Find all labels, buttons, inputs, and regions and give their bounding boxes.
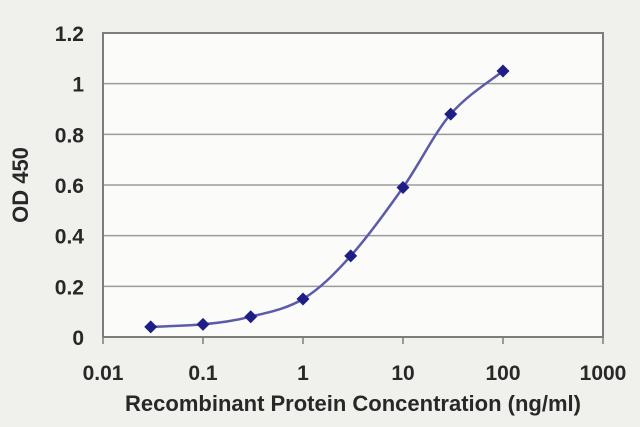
y-tick-label: 0.2 <box>55 276 84 299</box>
data-point-marker <box>296 292 310 306</box>
y-tick-label: 1 <box>72 74 84 97</box>
x-tick-label: 0.1 <box>188 362 218 385</box>
y-tick-label: 0 <box>72 327 84 350</box>
data-point-marker <box>396 181 410 195</box>
x-tick-label: 1 <box>297 362 309 385</box>
y-tick-label: 0.6 <box>55 175 84 198</box>
x-tick-label: 0.01 <box>83 362 124 385</box>
data-point-marker <box>196 317 210 331</box>
series-line <box>149 69 505 329</box>
x-tick-label: 1000 <box>580 362 627 385</box>
y-axis-title: OD 450 <box>8 147 33 223</box>
x-tick-label: 100 <box>485 362 520 385</box>
x-axis-title: Recombinant Protein Concentration (ng/ml… <box>125 391 581 416</box>
y-tick-label: 0.4 <box>55 226 85 249</box>
y-tick-label: 0.8 <box>55 124 85 147</box>
y-tick-label: 1.2 <box>55 23 84 46</box>
plot-border <box>102 32 604 338</box>
data-point-marker <box>144 320 158 334</box>
data-point-marker <box>496 64 510 78</box>
chart-plot-group: 0.01 0.1 1 10 100 1000 0 0.2 0.4 0.6 0.8 1 1.2 <box>55 23 627 385</box>
data-point-marker <box>344 249 358 263</box>
data-point-marker <box>444 107 458 121</box>
x-tick-label: 10 <box>391 362 414 385</box>
data-point-marker <box>244 310 258 324</box>
